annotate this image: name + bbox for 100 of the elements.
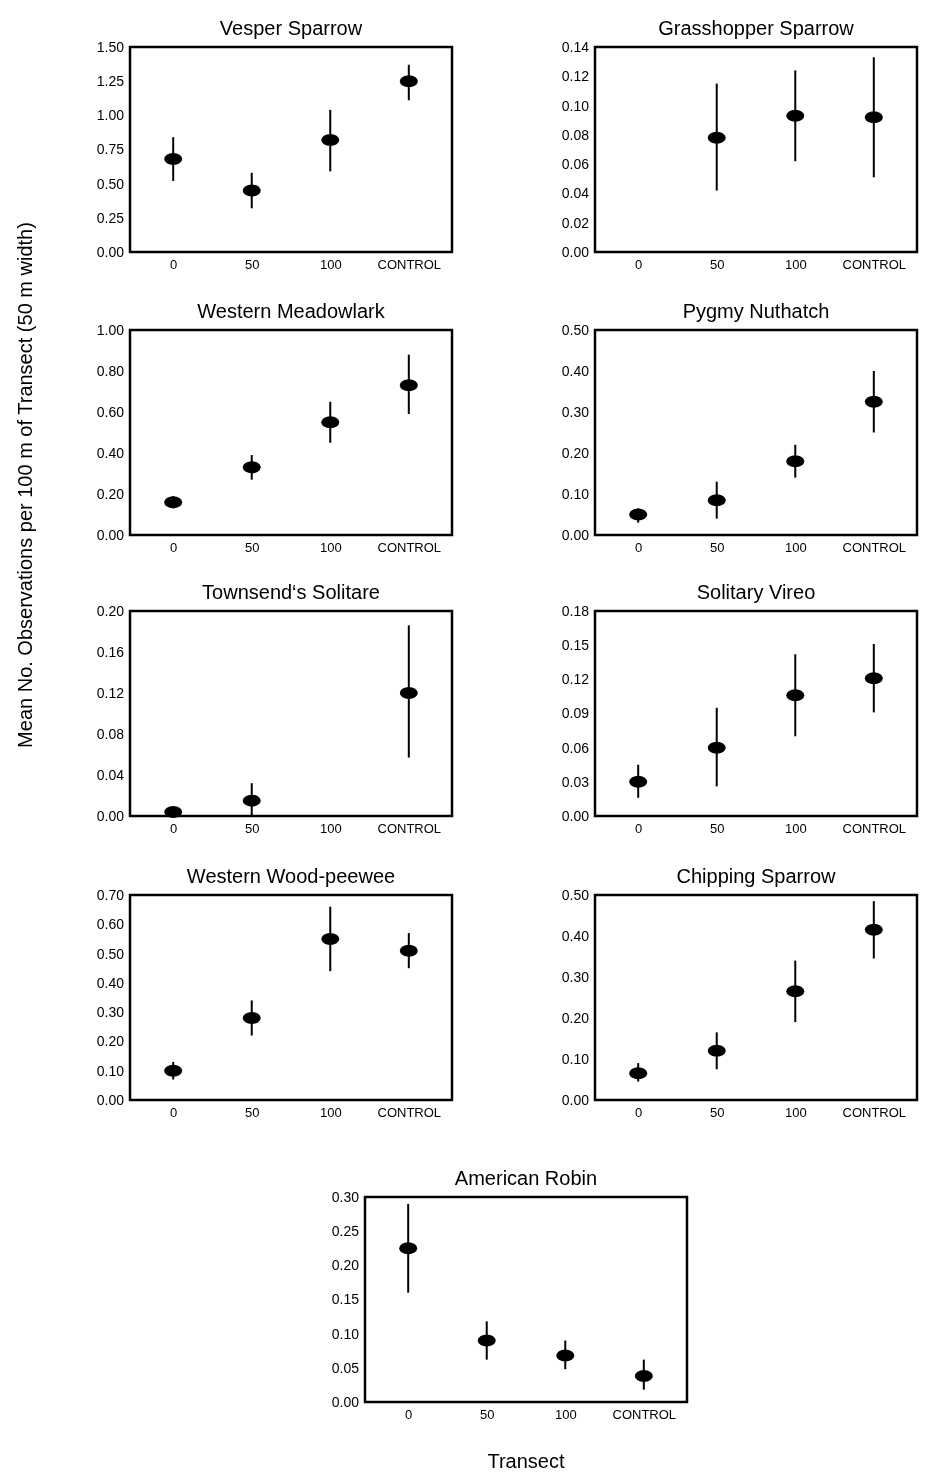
y-tick-label: 0.40: [561, 362, 590, 379]
y-tick-label: 0.50: [561, 321, 590, 338]
chart-title: Vesper Sparrow: [219, 17, 363, 39]
y-tick-label: 0.12: [561, 671, 590, 688]
y-tick-label: 0.00: [561, 526, 590, 543]
x-tick-label: 0: [635, 1105, 643, 1121]
y-tick-label: 0.06: [561, 739, 590, 756]
x-tick-label: 50: [710, 1105, 725, 1121]
y-tick-label: 0.00: [561, 1091, 590, 1108]
x-tick-label: 50: [245, 540, 260, 556]
y-tick-label: 0.60: [96, 403, 125, 420]
y-tick-label: 0.03: [561, 773, 590, 790]
x-tick-label: 0: [635, 540, 643, 556]
y-tick-label: 0.00: [561, 807, 590, 824]
x-tick-label: CONTROL: [842, 821, 907, 837]
x-tick-label: CONTROL: [842, 257, 907, 273]
x-tick-label: 100: [554, 1407, 577, 1423]
x-tick-label: 100: [319, 1105, 342, 1121]
y-tick-label: 0.10: [331, 1325, 360, 1342]
y-axis-title: Mean No. Observations per 100 m of Transect (50 m width): [14, 222, 36, 748]
x-tick-label: CONTROL: [842, 540, 907, 556]
y-tick-label: 0.09: [561, 705, 590, 722]
y-tick-label: 0.08: [561, 126, 590, 143]
x-tick-label: 100: [319, 540, 342, 556]
x-tick-label: CONTROL: [377, 1105, 442, 1121]
y-tick-label: 0.30: [96, 1004, 125, 1021]
x-tick-label: 50: [245, 1105, 260, 1121]
x-tick-label: 0: [635, 257, 643, 273]
x-tick-label: 50: [480, 1407, 495, 1423]
y-tick-label: 0.25: [331, 1223, 360, 1240]
y-tick-label: 0.10: [561, 485, 590, 502]
y-tick-label: 0.18: [561, 602, 590, 619]
y-tick-label: 1.00: [96, 321, 125, 338]
y-tick-label: 0.20: [96, 1033, 125, 1050]
y-tick-label: 0.10: [561, 1050, 590, 1067]
x-tick-label: 100: [784, 257, 807, 273]
chart-title: Western Wood-peewee: [186, 865, 396, 887]
y-tick-label: 0.00: [331, 1393, 360, 1410]
y-tick-label: 0.80: [96, 362, 125, 379]
y-tick-label: 0.30: [561, 403, 590, 420]
y-tick-label: 0.00: [96, 807, 125, 824]
y-tick-label: 0.10: [96, 1062, 125, 1079]
y-tick-label: 0.05: [331, 1359, 360, 1376]
y-tick-label: 0.40: [96, 974, 125, 991]
y-tick-label: 0.02: [561, 214, 590, 231]
chart-title: Grasshopper Sparrow: [658, 17, 855, 39]
x-tick-label: 50: [245, 257, 260, 273]
y-tick-label: 0.50: [561, 886, 590, 903]
y-tick-label: 0.50: [96, 175, 125, 192]
chart-title: Pygmy Nuthatch: [682, 300, 830, 322]
y-tick-label: 0.04: [561, 185, 590, 202]
x-tick-label: 50: [710, 540, 725, 556]
y-tick-label: 0.04: [96, 766, 125, 783]
x-tick-label: 0: [170, 540, 178, 556]
x-tick-label: 0: [170, 821, 178, 837]
x-tick-label: 100: [784, 821, 807, 837]
x-tick-label: 50: [710, 821, 725, 837]
y-tick-label: 0.20: [96, 485, 125, 502]
y-tick-label: 0.75: [96, 141, 125, 158]
y-tick-label: 0.12: [561, 68, 590, 85]
y-tick-label: 0.20: [561, 444, 590, 461]
y-tick-label: 0.15: [561, 637, 590, 654]
y-tick-label: 0.16: [96, 643, 125, 660]
y-tick-label: 0.00: [96, 526, 125, 543]
y-tick-label: 1.25: [96, 73, 125, 90]
y-tick-label: 0.30: [331, 1188, 360, 1205]
y-tick-label: 0.10: [561, 97, 590, 114]
y-tick-label: 0.12: [96, 684, 125, 701]
y-tick-label: 0.50: [96, 945, 125, 962]
x-tick-label: 100: [319, 821, 342, 837]
x-tick-label: CONTROL: [377, 821, 442, 837]
y-tick-label: 0.20: [331, 1257, 360, 1274]
chart-title: Solitary Vireo: [696, 581, 816, 603]
chart-title: Chipping Sparrow: [676, 865, 837, 887]
y-tick-label: 0.15: [331, 1291, 360, 1308]
x-tick-label: 100: [319, 257, 342, 273]
x-axis-title: Transect: [487, 1450, 565, 1472]
y-tick-label: 0.06: [561, 156, 590, 173]
y-tick-label: 0.00: [96, 243, 125, 260]
y-tick-label: 1.00: [96, 107, 125, 124]
chart-title: Townsend‘s Solitare: [202, 581, 380, 603]
y-tick-label: 0.00: [561, 243, 590, 260]
x-tick-label: 100: [784, 1105, 807, 1121]
y-tick-label: 0.40: [561, 927, 590, 944]
y-tick-label: 0.40: [96, 444, 125, 461]
y-tick-label: 0.25: [96, 209, 125, 226]
y-tick-label: 0.14: [561, 38, 590, 55]
x-tick-label: 50: [245, 821, 260, 837]
x-tick-label: CONTROL: [377, 257, 442, 273]
chart-title: Western Meadowlark: [197, 300, 386, 322]
x-tick-label: 0: [170, 1105, 178, 1121]
x-tick-label: CONTROL: [842, 1105, 907, 1121]
y-tick-label: 0.08: [96, 725, 125, 742]
x-tick-label: CONTROL: [377, 540, 442, 556]
x-tick-label: 100: [784, 540, 807, 556]
x-tick-label: CONTROL: [612, 1407, 677, 1423]
x-tick-label: 0: [170, 257, 178, 273]
chart-title: American Robin: [454, 1167, 598, 1189]
x-tick-label: 0: [405, 1407, 413, 1423]
x-tick-label: 0: [635, 821, 643, 837]
